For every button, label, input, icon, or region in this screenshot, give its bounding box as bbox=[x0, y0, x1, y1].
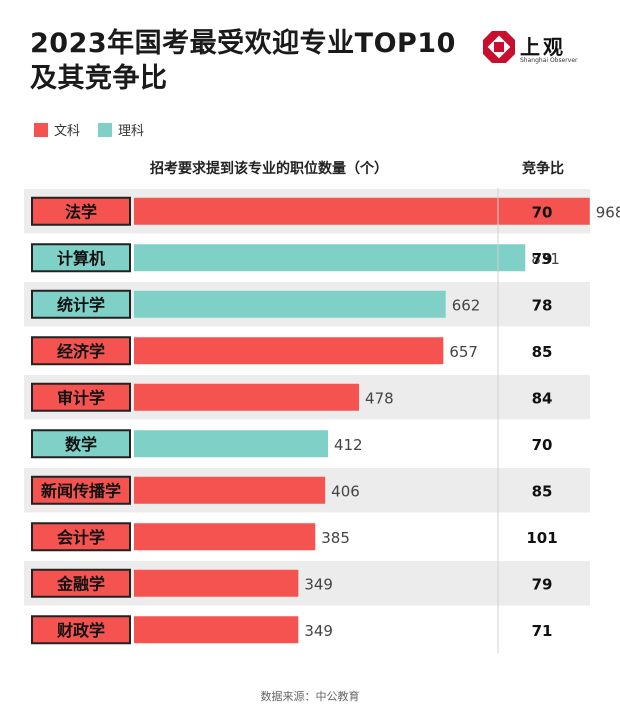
data-source: 数据来源：中公教育 bbox=[260, 690, 360, 703]
title-line-1: 2023年国考最受欢迎专业TOP10 bbox=[30, 28, 456, 59]
category-label: 新闻传播学 bbox=[41, 481, 121, 500]
legend-swatch-liberal-arts bbox=[34, 122, 48, 137]
logo-mark-icon bbox=[483, 31, 515, 63]
category-label: 审计学 bbox=[57, 388, 105, 407]
bar bbox=[134, 430, 328, 458]
bar-value-label: 478 bbox=[365, 389, 394, 407]
ratio-column-header: 竞争比 bbox=[522, 161, 564, 177]
positions-column-header: 招考要求提到该专业的职位数量（个） bbox=[150, 161, 388, 177]
competition-ratio-value: 85 bbox=[532, 343, 553, 361]
bar-value-label: 412 bbox=[334, 436, 363, 454]
competition-ratio-value: 79 bbox=[532, 250, 553, 268]
legend-label-liberal-arts: 文科 bbox=[54, 124, 81, 139]
competition-ratio-value: 85 bbox=[532, 482, 553, 500]
bar bbox=[134, 290, 446, 318]
category-label: 计算机 bbox=[57, 249, 105, 268]
competition-ratio-value: 84 bbox=[532, 389, 553, 407]
category-label-box bbox=[31, 429, 131, 459]
bar bbox=[134, 569, 299, 597]
category-label-box bbox=[31, 475, 131, 505]
competition-ratio-value: 71 bbox=[532, 622, 553, 640]
category-label: 数学 bbox=[65, 435, 97, 454]
category-label: 金融学 bbox=[56, 574, 105, 593]
title-line-2: 及其竞争比 bbox=[30, 63, 168, 94]
legend-label-science: 理科 bbox=[118, 124, 145, 139]
bar bbox=[134, 244, 526, 272]
competition-ratio-value: 79 bbox=[532, 575, 553, 593]
category-label-box bbox=[31, 243, 131, 273]
competition-ratio-value: 70 bbox=[532, 436, 553, 454]
bar bbox=[134, 337, 444, 365]
legend-item-liberal-arts: 文科 bbox=[34, 120, 80, 139]
category-label-box bbox=[31, 289, 131, 319]
category-label: 统计学 bbox=[57, 295, 105, 314]
legend: 文科 理科 bbox=[34, 120, 162, 139]
chart-title: 2023年国考最受欢迎专业TOP10 及其竞争比 bbox=[30, 26, 456, 96]
category-label: 经济学 bbox=[57, 342, 105, 361]
category-label-box bbox=[31, 382, 131, 412]
category-label: 法学 bbox=[65, 202, 97, 221]
category-label-box bbox=[31, 196, 131, 226]
category-label: 财政学 bbox=[56, 621, 105, 640]
logo-text-cn: 上观 bbox=[520, 35, 566, 59]
competition-ratio-value: 101 bbox=[526, 529, 557, 547]
bar bbox=[134, 476, 326, 504]
category-label-box bbox=[31, 522, 131, 552]
category-label-box bbox=[31, 568, 131, 598]
bar-value-label: 662 bbox=[452, 296, 481, 314]
category-label-box bbox=[31, 615, 131, 645]
category-label-box bbox=[31, 336, 131, 366]
bar-value-label: 657 bbox=[449, 343, 478, 361]
competition-ratio-value: 70 bbox=[532, 203, 553, 221]
bar-value-label: 349 bbox=[304, 575, 333, 593]
bar-value-label: 968 bbox=[596, 203, 620, 221]
legend-item-science: 理科 bbox=[98, 120, 144, 139]
competition-ratio-value: 78 bbox=[532, 296, 553, 314]
logo-text-en: Shanghai Observer bbox=[520, 57, 578, 64]
bar bbox=[134, 197, 590, 225]
bar bbox=[134, 383, 360, 411]
bar-value-label: 406 bbox=[331, 482, 360, 500]
legend-swatch-science bbox=[98, 122, 113, 137]
category-label: 会计学 bbox=[57, 528, 105, 547]
shanghai-observer-logo: 上观 Shanghai Observer bbox=[482, 30, 592, 66]
bar-value-label: 385 bbox=[321, 529, 350, 547]
bar bbox=[134, 616, 299, 644]
bar bbox=[134, 523, 316, 551]
bar-value-label: 831 bbox=[531, 250, 560, 268]
bar-value-label: 349 bbox=[304, 622, 333, 640]
